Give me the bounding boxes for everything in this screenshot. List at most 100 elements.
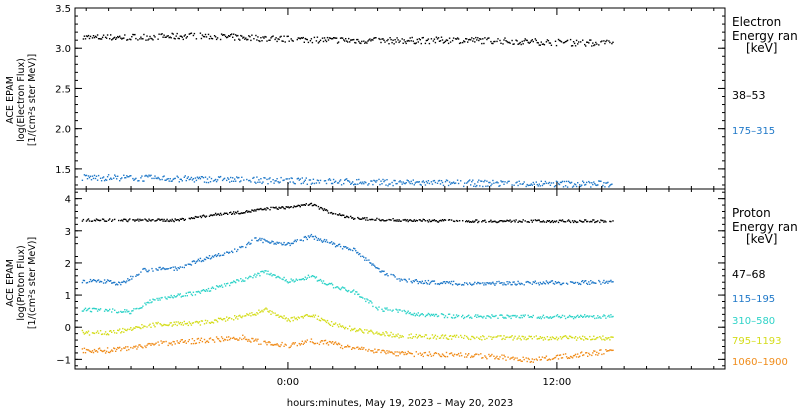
data-point <box>93 36 96 39</box>
data-point <box>136 274 138 276</box>
data-point <box>465 353 467 355</box>
data-point <box>599 316 601 318</box>
data-point <box>586 352 588 354</box>
data-point <box>127 176 129 178</box>
data-point <box>468 220 470 222</box>
data-point <box>332 343 335 345</box>
data-point <box>537 316 539 318</box>
data-point <box>361 40 363 43</box>
data-point <box>582 280 584 282</box>
data-point <box>434 181 437 184</box>
data-point <box>276 40 278 43</box>
data-point <box>592 316 594 318</box>
data-point <box>173 177 175 180</box>
data-point <box>328 242 331 244</box>
data-point <box>274 242 276 244</box>
data-point <box>586 338 588 340</box>
data-point <box>394 276 396 278</box>
data-point <box>245 338 247 341</box>
data-point <box>504 338 506 340</box>
data-point <box>227 282 229 285</box>
data-point <box>281 316 283 318</box>
data-point <box>467 41 469 43</box>
data-point <box>263 238 265 240</box>
data-point <box>400 220 402 222</box>
data-point <box>88 176 91 179</box>
data-point <box>177 267 179 269</box>
data-point <box>315 236 318 239</box>
data-point <box>334 37 337 39</box>
data-point <box>499 220 501 222</box>
data-point <box>235 281 237 284</box>
data-point <box>231 318 233 320</box>
data-point <box>169 178 171 180</box>
data-point <box>523 284 525 286</box>
data-point <box>596 43 598 45</box>
data-point <box>175 321 177 323</box>
data-point <box>203 289 206 292</box>
data-point <box>299 239 301 241</box>
data-point <box>452 37 455 39</box>
data-point <box>292 319 294 322</box>
data-point <box>345 178 347 181</box>
data-point <box>448 37 451 39</box>
data-point <box>313 182 316 185</box>
data-point <box>412 220 414 222</box>
data-point <box>298 204 300 207</box>
data-point <box>148 324 150 327</box>
data-point <box>315 276 318 278</box>
data-point <box>212 214 215 216</box>
data-point <box>463 185 465 188</box>
data-point <box>508 281 510 283</box>
data-point <box>409 337 411 339</box>
data-point <box>547 339 550 341</box>
data-point <box>476 219 478 221</box>
data-point <box>589 182 591 184</box>
data-point <box>229 317 231 319</box>
electron-y-ticks: 1.52.02.53.03.5 <box>55 4 725 186</box>
data-point <box>451 182 454 184</box>
data-point <box>310 275 313 278</box>
data-point <box>348 289 350 292</box>
data-point <box>446 338 449 340</box>
proton-series <box>81 270 614 320</box>
data-point <box>462 314 464 317</box>
data-point <box>539 221 541 223</box>
data-point <box>289 320 291 323</box>
data-point <box>134 327 136 329</box>
data-point <box>198 260 201 262</box>
data-point <box>148 174 150 176</box>
data-point <box>129 328 131 331</box>
data-point <box>400 278 402 280</box>
data-point <box>330 282 333 285</box>
data-point <box>556 354 559 356</box>
data-point <box>417 282 419 285</box>
data-point <box>156 297 158 300</box>
proton-series <box>81 202 614 224</box>
data-point <box>596 337 598 339</box>
data-point <box>226 283 228 285</box>
data-point <box>575 339 578 341</box>
data-point <box>376 307 378 310</box>
data-point <box>290 345 292 347</box>
data-point <box>120 310 122 313</box>
data-point <box>605 221 607 223</box>
data-point <box>337 41 340 43</box>
data-point <box>228 317 230 319</box>
data-point <box>293 240 295 243</box>
data-point <box>110 350 112 353</box>
data-point <box>542 43 545 45</box>
data-point <box>170 267 172 269</box>
data-point <box>490 40 492 43</box>
data-point <box>405 353 407 356</box>
data-point <box>317 237 320 240</box>
data-point <box>303 315 305 317</box>
x-axis-label: hours:minutes, May 19, 2023 – May 20, 20… <box>287 398 513 409</box>
data-point <box>486 315 488 317</box>
data-point <box>86 349 89 351</box>
data-point <box>118 219 120 222</box>
data-point <box>266 207 268 209</box>
data-point <box>538 183 540 185</box>
data-point <box>334 286 337 289</box>
data-point <box>264 239 266 241</box>
